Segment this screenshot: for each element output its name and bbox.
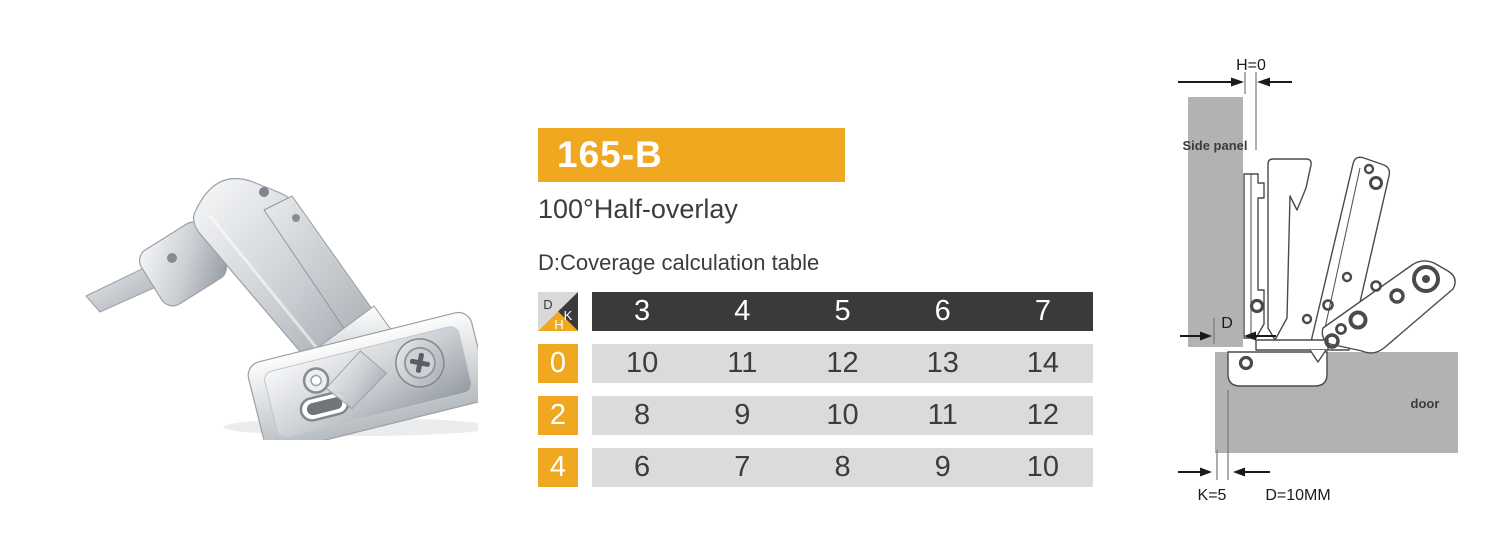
spec-block: 165-B 100°Half-overlay D:Coverage calcul… [538,128,1098,487]
table-row: 4 6 7 8 9 10 [538,448,1098,487]
dimension-dmm-label: D=10MM [1265,487,1330,504]
dimension-k-d: K=5 D=10MM [1178,390,1331,504]
col-header: 4 [734,295,751,327]
row-header: 4 [538,448,578,487]
table-row: 0 10 11 12 13 14 [538,344,1098,383]
table-cell: 9 [934,451,951,483]
table-cell: 13 [926,347,959,379]
row-cells: 10 11 12 13 14 [592,344,1093,383]
table-cell: 11 [927,399,958,431]
dimension-d-label: D [1221,315,1233,332]
table-row: 2 8 9 10 11 12 [538,396,1098,435]
side-panel-label: Side panel [1182,138,1247,153]
side-panel [1188,97,1243,347]
table-corner-cell: D K H [538,292,578,331]
cup-rivet [1238,355,1254,371]
col-header: 7 [1034,295,1051,327]
table-cell: 12 [1026,399,1060,431]
coverage-table: D K H 3 4 5 6 7 0 10 11 12 [538,292,1098,487]
cup-flange-drawing [1255,339,1329,351]
table-cell: 7 [734,451,751,483]
dimension-h-label: H=0 [1236,57,1266,74]
hinge-cup-wing [85,221,228,313]
col-header: 5 [834,295,851,327]
table-cell: 10 [625,347,659,379]
hinge-mounting-plate [247,311,478,440]
dimension-h: H=0 [1178,57,1292,150]
table-cell: 9 [734,399,751,431]
door-label: door [1411,396,1440,411]
hinge-drawing [1243,156,1456,363]
table-caption: D:Coverage calculation table [538,250,820,275]
header-cells: 3 4 5 6 7 [592,292,1093,331]
dimension-d: D [1180,315,1276,344]
row-cells: 6 7 8 9 10 [592,448,1093,487]
row-header: 2 [538,396,578,435]
col-header: 3 [634,295,651,327]
table-cell: 10 [826,399,859,431]
model-number: 165-B [557,134,663,175]
model-banner: 165-B [538,128,845,182]
col-header: 6 [934,295,951,327]
installation-diagram: H=0 Side panel door [1178,57,1458,504]
plate-cam-screw [395,338,445,388]
opening-angle-subtitle: 100°Half-overlay [538,194,738,224]
table-cell: 6 [634,451,651,483]
mounting-plate-drawing [1243,173,1265,339]
corner-label-h: H [554,317,563,331]
table-cell: 8 [834,451,851,483]
row-cells: 8 9 10 11 12 [592,396,1093,435]
product-photo-hinge [85,177,478,440]
table-cell: 11 [727,347,758,379]
corner-label-k: K [564,308,573,323]
back-arm-drawing [1267,158,1312,341]
table-cell: 12 [826,347,859,379]
hinge-cup-cutout [1227,351,1328,387]
dimension-k-label: K=5 [1198,487,1227,504]
table-cell: 10 [1026,451,1060,483]
corner-label-d: D [543,297,552,312]
table-cell: 14 [1026,347,1060,379]
table-cell: 8 [634,399,651,431]
row-header: 0 [538,344,578,383]
table-header-row: D K H 3 4 5 6 7 [538,292,1098,331]
